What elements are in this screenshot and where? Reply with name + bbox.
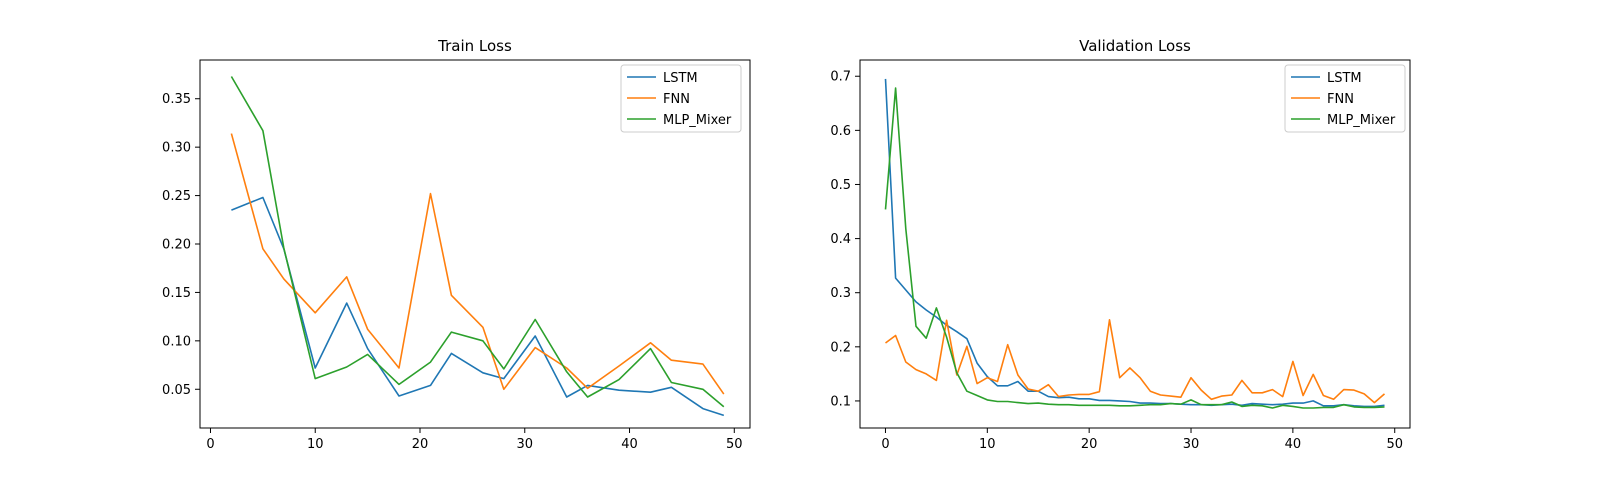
x-tick-label: 0 bbox=[881, 437, 889, 452]
x-tick-label: 30 bbox=[1183, 437, 1200, 452]
train-loss-panel: Train Loss 0 10 20 30 40 50 0.05 0.10 0.15 0.20 0.… bbox=[162, 37, 751, 452]
series-line-fnn bbox=[230, 133, 725, 395]
y-tick-label: 0.4 bbox=[830, 232, 851, 247]
legend-item-mlp-mixer: MLP_Mixer bbox=[1291, 113, 1396, 128]
series-line-mlp-mixer bbox=[884, 87, 1385, 409]
legend-label-mlp-mixer: MLP_Mixer bbox=[1327, 113, 1396, 128]
series-line-mlp-mixer bbox=[230, 76, 725, 408]
y-tick-label: 0.6 bbox=[830, 124, 851, 139]
y-tick-label: 0.3 bbox=[830, 286, 851, 301]
y-tick-label: 0.5 bbox=[830, 178, 851, 193]
x-tick-label: 20 bbox=[412, 437, 429, 452]
validation-loss-panel: Validation Loss 0 10 20 30 40 50 0.1 0.2 0.3 0.4 0… bbox=[830, 37, 1411, 452]
y-tick-label: 0.7 bbox=[830, 70, 851, 85]
y-tick-label: 0.15 bbox=[162, 286, 191, 301]
validation-loss-legend: LSTM FNN MLP_Mixer bbox=[1284, 64, 1406, 133]
series-line-fnn bbox=[885, 318, 1386, 404]
x-tick-label: 0 bbox=[206, 437, 214, 452]
y-tick-label: 0.30 bbox=[162, 141, 191, 156]
y-tick-label: 0.20 bbox=[162, 238, 191, 253]
y-tick-label: 0.35 bbox=[162, 92, 191, 107]
legend-item-mlp-mixer: MLP_Mixer bbox=[627, 113, 732, 128]
train-loss-legend: LSTM FNN MLP_Mixer bbox=[620, 64, 742, 133]
x-tick-label: 20 bbox=[1081, 437, 1098, 452]
x-tick-label: 30 bbox=[516, 437, 533, 452]
legend-item-fnn: FNN bbox=[627, 92, 690, 107]
legend-label-mlp-mixer: MLP_Mixer bbox=[663, 113, 732, 128]
x-tick-label: 40 bbox=[1285, 437, 1302, 452]
series-line-lstm bbox=[884, 78, 1385, 408]
legend-item-fnn: FNN bbox=[1291, 92, 1354, 107]
y-tick-label: 0.25 bbox=[162, 189, 191, 204]
y-tick-label: 0.05 bbox=[162, 383, 191, 398]
y-tick-label: 0.2 bbox=[830, 340, 851, 355]
x-tick-label: 10 bbox=[979, 437, 996, 452]
validation-loss-title: Validation Loss bbox=[1079, 37, 1191, 55]
legend-label-fnn: FNN bbox=[1327, 92, 1354, 107]
x-tick-label: 10 bbox=[307, 437, 324, 452]
train-loss-title: Train Loss bbox=[437, 37, 512, 55]
x-tick-label: 40 bbox=[621, 437, 638, 452]
legend-item-lstm: LSTM bbox=[1291, 71, 1362, 86]
legend-label-fnn: FNN bbox=[663, 92, 690, 107]
x-tick-label: 50 bbox=[726, 437, 743, 452]
series-line-lstm bbox=[231, 196, 725, 417]
legend-label-lstm: LSTM bbox=[1327, 71, 1362, 86]
x-tick-label: 50 bbox=[1386, 437, 1403, 452]
y-tick-label: 0.10 bbox=[162, 334, 191, 349]
y-tick-label: 0.1 bbox=[830, 394, 851, 409]
legend-item-lstm: LSTM bbox=[627, 71, 698, 86]
validation-loss-plot-area bbox=[859, 59, 1411, 429]
legend-label-lstm: LSTM bbox=[663, 71, 698, 86]
